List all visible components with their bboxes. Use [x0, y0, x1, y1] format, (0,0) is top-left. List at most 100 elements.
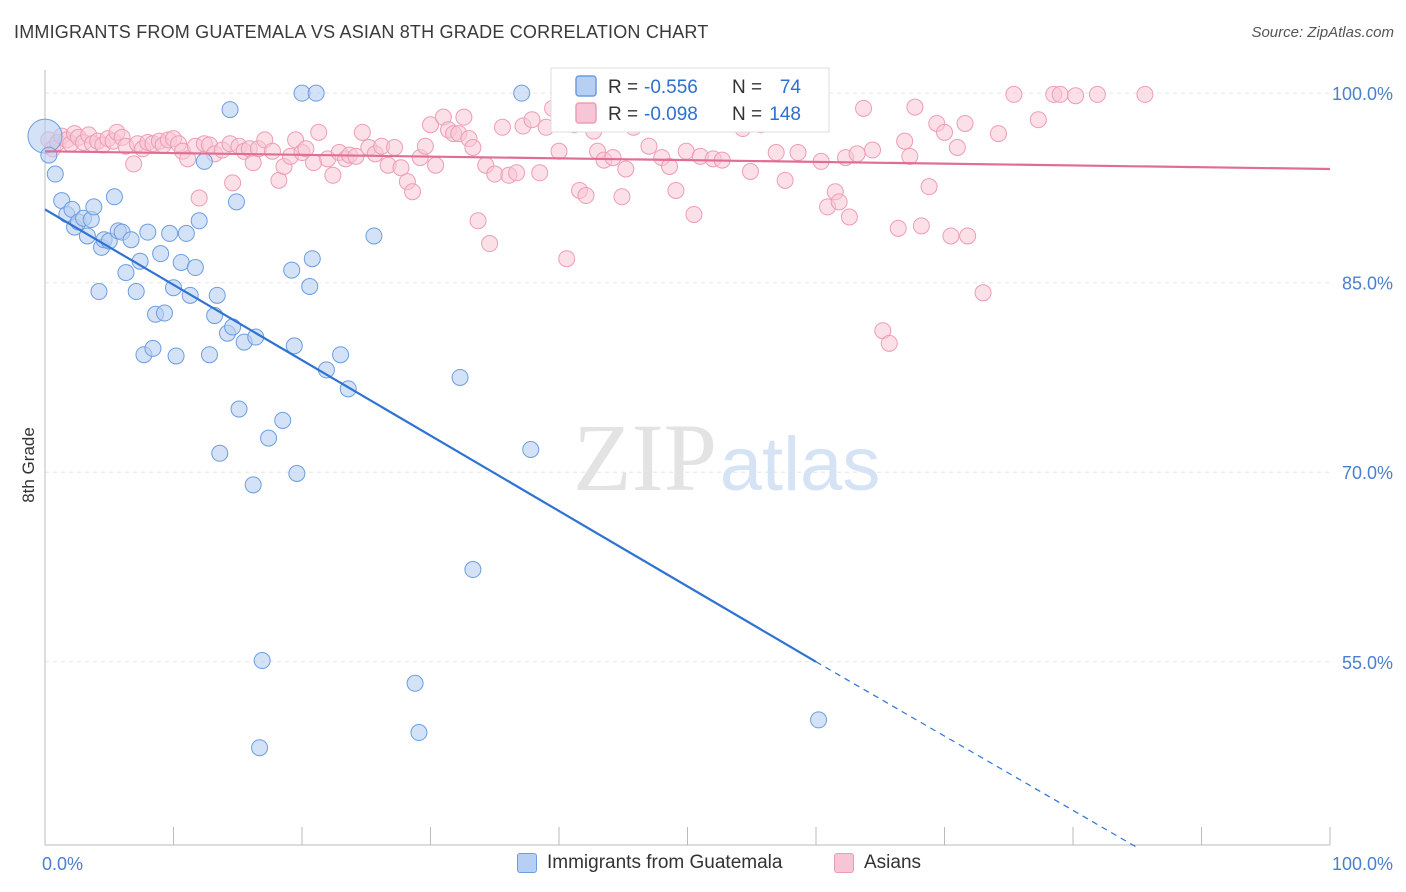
- point-guatemala: [365, 227, 383, 245]
- tick-labels: 100.0% 85.0% 70.0% 55.0% 0.0% 100.0%: [42, 84, 1393, 874]
- point-guatemala: [144, 339, 162, 357]
- stats-r-label-asians: R =: [608, 104, 638, 125]
- legend-label-guatemala: Immigrants from Guatemala: [547, 852, 783, 873]
- chart-title: IMMIGRANTS FROM GUATEMALA VS ASIAN 8TH G…: [14, 22, 709, 42]
- point-guatemala: [288, 465, 306, 483]
- point-guatemala: [208, 286, 226, 304]
- point-asians: [190, 189, 208, 207]
- point-guatemala: [451, 368, 469, 386]
- point-asians: [558, 250, 576, 268]
- x-tick-label-min: 0.0%: [42, 854, 83, 874]
- y-tick-label: 70.0%: [1342, 463, 1393, 483]
- point-guatemala: [251, 739, 269, 757]
- point-asians: [1051, 85, 1069, 103]
- point-asians: [840, 208, 858, 226]
- point-asians: [427, 156, 445, 174]
- stats-r-value-guatemala: -0.556: [644, 77, 698, 98]
- point-asians: [125, 155, 143, 173]
- point-asians: [469, 212, 487, 230]
- point-asians: [956, 114, 974, 132]
- stats-swatch-guatemala: [575, 75, 597, 97]
- watermark-atlas: atlas: [720, 422, 881, 507]
- stats-r-value-asians: -0.098: [644, 104, 698, 125]
- y-tick-label: 55.0%: [1342, 653, 1393, 673]
- point-guatemala: [522, 440, 540, 458]
- point-guatemala: [46, 165, 64, 183]
- point-asians: [685, 205, 703, 223]
- point-asians: [613, 188, 631, 206]
- point-asians: [422, 116, 439, 134]
- watermark: ZIP atlas: [573, 404, 880, 511]
- point-guatemala: [244, 476, 262, 494]
- point-asians: [523, 111, 541, 129]
- point-guatemala: [122, 231, 140, 249]
- series-asians-points: [40, 85, 1154, 352]
- trend-line-guatemala: [44, 208, 817, 663]
- point-asians: [1088, 85, 1106, 103]
- point-guatemala: [40, 146, 58, 164]
- point-asians: [880, 334, 898, 352]
- point-guatemala: [85, 198, 103, 216]
- point-guatemala: [410, 724, 428, 742]
- point-asians: [912, 217, 930, 235]
- stats-legend-box: [550, 67, 830, 133]
- legend-swatch-asians: [834, 853, 854, 873]
- point-guatemala: [293, 84, 311, 102]
- point-guatemala: [152, 245, 170, 263]
- point-asians: [974, 284, 992, 302]
- legend-item-asians: Asians: [834, 852, 921, 874]
- point-asians: [617, 160, 635, 178]
- point-asians: [948, 138, 966, 156]
- point-asians: [404, 183, 422, 201]
- trend-line-guatemala-extension: [815, 661, 1138, 849]
- point-asians: [416, 137, 434, 155]
- point-guatemala: [303, 250, 321, 268]
- point-asians: [310, 123, 328, 141]
- point-guatemala: [90, 283, 108, 301]
- stats-n-label-guatemala: N =: [732, 77, 762, 98]
- point-guatemala: [810, 711, 828, 729]
- point-asians: [604, 149, 622, 167]
- stats-r-label-guatemala: R =: [608, 77, 638, 98]
- point-asians: [297, 140, 315, 158]
- point-guatemala: [230, 400, 248, 418]
- point-asians: [830, 193, 848, 211]
- point-asians: [1067, 87, 1085, 105]
- legend-item-guatemala: Immigrants from Guatemala: [517, 852, 782, 874]
- point-guatemala: [307, 84, 325, 102]
- point-guatemala: [260, 429, 278, 447]
- point-guatemala: [105, 188, 123, 206]
- point-asians: [455, 108, 473, 126]
- point-asians: [305, 154, 323, 172]
- point-asians: [959, 227, 977, 245]
- point-guatemala: [117, 264, 135, 282]
- point-guatemala: [464, 561, 482, 579]
- point-asians: [889, 219, 907, 237]
- legend-swatch-guatemala: [517, 853, 537, 873]
- point-guatemala: [406, 674, 424, 692]
- point-guatemala: [227, 193, 245, 211]
- stats-n-value-asians: 148: [769, 104, 801, 125]
- point-asians: [577, 187, 595, 205]
- point-asians: [224, 174, 242, 192]
- point-guatemala: [172, 253, 190, 271]
- legend-label-asians: Asians: [864, 852, 922, 873]
- y-tick-label: 85.0%: [1342, 274, 1393, 294]
- point-asians: [677, 142, 695, 160]
- x-tick-label-max: 100.0%: [1332, 854, 1393, 874]
- point-asians: [848, 145, 866, 163]
- point-guatemala: [127, 283, 145, 301]
- trend-lines: [44, 150, 1331, 849]
- point-guatemala: [186, 259, 204, 277]
- point-guatemala: [513, 84, 531, 102]
- point-asians: [741, 163, 759, 181]
- point-asians: [550, 142, 568, 160]
- point-guatemala: [224, 318, 242, 336]
- point-asians: [486, 165, 504, 183]
- point-asians: [789, 144, 807, 162]
- stats-swatch-asians: [575, 102, 597, 124]
- point-asians: [1136, 85, 1154, 103]
- point-asians: [392, 159, 410, 177]
- watermark-zip: ZIP: [573, 404, 717, 511]
